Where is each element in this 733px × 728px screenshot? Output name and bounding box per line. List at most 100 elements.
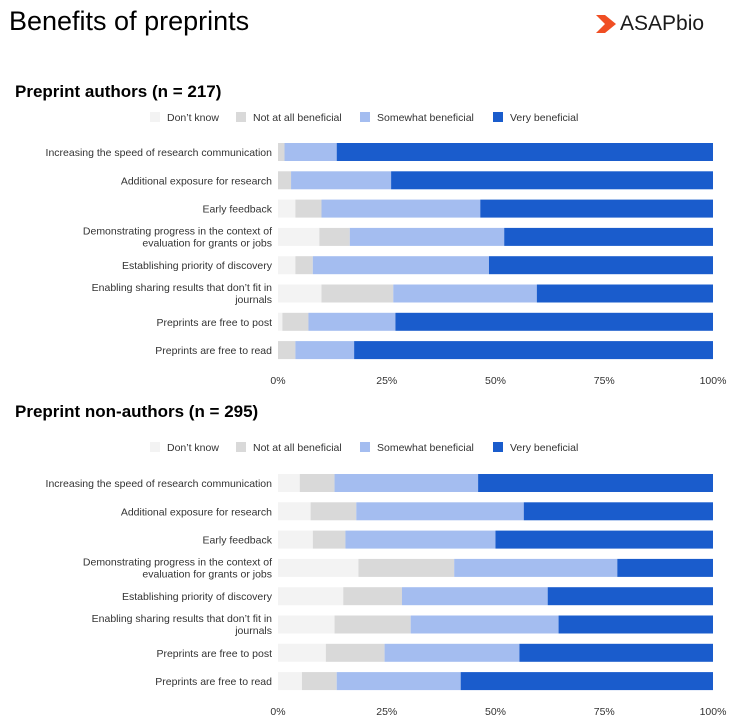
bar-somewhat-beneficial (308, 312, 396, 331)
category-label: Early feedback (203, 204, 273, 216)
bar-don-t-know (278, 256, 296, 275)
x-tick-label: 25% (376, 706, 397, 718)
bar-not-at-all-beneficial (295, 256, 313, 275)
bar-very-beneficial (536, 284, 713, 303)
bar-not-at-all-beneficial (312, 530, 346, 549)
bar-very-beneficial (488, 256, 713, 275)
bar-not-at-all-beneficial (278, 171, 292, 190)
category-label: Establishing priority of discovery (122, 591, 273, 603)
x-tick-label: 100% (700, 706, 727, 718)
chart-1: Preprint authors (n = 217) Don’t know Not … (15, 82, 726, 387)
x-tick-label: 75% (594, 706, 615, 718)
bar-somewhat-beneficial (401, 587, 548, 606)
bar-somewhat-beneficial (356, 502, 524, 521)
chart-1-title: Preprint authors (n = 217) (15, 82, 221, 101)
category-label: Additional exposure for research (121, 175, 272, 187)
bar-somewhat-beneficial (321, 199, 481, 218)
asapbio-logo: ASAPbio (596, 12, 704, 36)
legend-label-not-at-all-beneficial: Not at all beneficial (253, 442, 342, 454)
logo-chevron-icon (596, 15, 616, 33)
bar-not-at-all-beneficial (334, 615, 411, 634)
bar-very-beneficial (558, 615, 713, 634)
bar-don-t-know (278, 615, 335, 634)
legend-label-don-t-know: Don’t know (167, 112, 219, 124)
legend-swatch-not-at-all-beneficial (236, 112, 246, 122)
bar-not-at-all-beneficial (343, 587, 402, 606)
bar-not-at-all-beneficial (358, 558, 455, 577)
bar-not-at-all-beneficial (310, 502, 357, 521)
bar-very-beneficial (519, 643, 713, 662)
bar-somewhat-beneficial (454, 558, 618, 577)
x-tick-label: 0% (270, 706, 285, 718)
bar-not-at-all-beneficial (321, 284, 394, 303)
bar-somewhat-beneficial (312, 256, 489, 275)
legend-swatch-don-t-know (150, 112, 160, 122)
bar-very-beneficial (354, 341, 713, 360)
x-tick-label: 50% (485, 706, 506, 718)
bar-not-at-all-beneficial (295, 199, 322, 218)
category-label: Enabling sharing results that don’t fit … (92, 282, 273, 306)
bar-not-at-all-beneficial (278, 341, 296, 360)
category-label: Enabling sharing results that don’t fit … (92, 613, 273, 637)
bar-somewhat-beneficial (393, 284, 537, 303)
category-label: Preprints are free to read (155, 676, 272, 688)
x-tick-label: 0% (270, 375, 285, 387)
category-label: Increasing the speed of research communi… (46, 478, 273, 490)
bar-very-beneficial (460, 672, 713, 691)
x-tick-label: 25% (376, 375, 397, 387)
bar-very-beneficial (395, 312, 713, 331)
bar-don-t-know (278, 558, 359, 577)
chart-2: Preprint non-authors (n = 295) Don’t know… (15, 402, 726, 718)
page-title: Benefits of preprints (9, 6, 250, 36)
bar-not-at-all-beneficial (278, 143, 285, 161)
legend-swatch-don-t-know (150, 442, 160, 452)
bar-don-t-know (278, 530, 313, 549)
bar-don-t-know (278, 199, 296, 218)
category-label: Early feedback (203, 535, 273, 547)
legend-swatch-very-beneficial (493, 442, 503, 452)
x-tick-label: 100% (700, 375, 727, 387)
category-label: Demonstrating progress in the context of… (83, 225, 272, 249)
bar-somewhat-beneficial (284, 143, 337, 161)
bar-somewhat-beneficial (349, 227, 505, 246)
bar-very-beneficial (523, 502, 713, 521)
legend-swatch-somewhat-beneficial (360, 112, 370, 122)
legend-swatch-somewhat-beneficial (360, 442, 370, 452)
bar-don-t-know (278, 284, 322, 303)
legend-label-don-t-know: Don’t know (167, 442, 219, 454)
legend-label-very-beneficial: Very beneficial (510, 112, 578, 124)
bar-very-beneficial (617, 558, 713, 577)
bar-very-beneficial (336, 143, 713, 161)
bar-somewhat-beneficial (291, 171, 392, 190)
bar-somewhat-beneficial (295, 341, 355, 360)
category-label: Establishing priority of discovery (122, 260, 273, 272)
bar-very-beneficial (391, 171, 713, 190)
bar-somewhat-beneficial (336, 672, 461, 691)
legend-label-very-beneficial: Very beneficial (510, 442, 578, 454)
bar-not-at-all-beneficial (301, 672, 337, 691)
legend-label-somewhat-beneficial: Somewhat beneficial (377, 112, 474, 124)
logo-text: ASAPbio (620, 12, 705, 35)
x-tick-label: 50% (485, 375, 506, 387)
bar-somewhat-beneficial (334, 474, 479, 492)
bar-don-t-know (278, 643, 326, 662)
bar-very-beneficial (478, 474, 713, 492)
bar-don-t-know (278, 312, 283, 331)
legend-swatch-not-at-all-beneficial (236, 442, 246, 452)
category-label: Demonstrating progress in the context of… (83, 556, 272, 580)
category-label: Preprints are free to post (156, 317, 272, 329)
category-label: Additional exposure for research (121, 506, 272, 518)
bar-very-beneficial (504, 227, 713, 246)
bar-very-beneficial (547, 587, 713, 606)
bar-don-t-know (278, 227, 320, 246)
bar-not-at-all-beneficial (282, 312, 309, 331)
bar-somewhat-beneficial (410, 615, 559, 634)
bar-very-beneficial (480, 199, 713, 218)
x-tick-label: 75% (594, 375, 615, 387)
bar-don-t-know (278, 502, 311, 521)
category-label: Increasing the speed of research communi… (46, 147, 273, 159)
bar-don-t-know (278, 672, 302, 691)
bar-very-beneficial (495, 530, 713, 549)
category-label: Preprints are free to read (155, 345, 272, 357)
